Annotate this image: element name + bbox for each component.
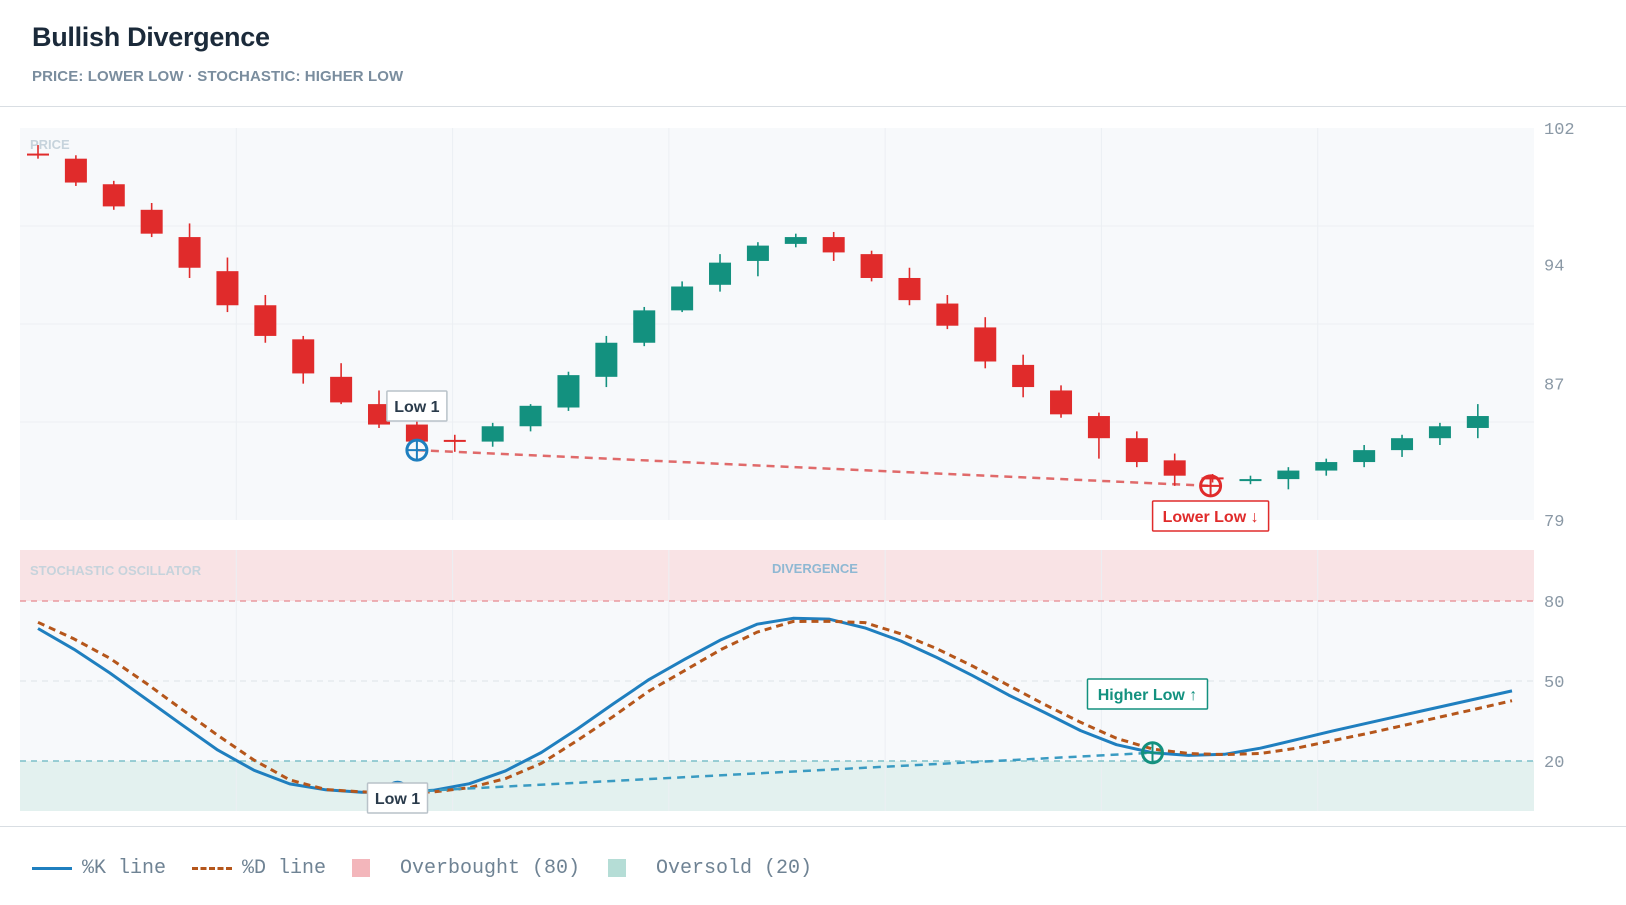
price-lowerlow-label-text: Lower Low ↓ [1163,509,1259,526]
candle-body [898,277,921,301]
candle-body [481,426,504,442]
price-low1-label-box [386,390,448,422]
divergence-zone-label: DIVERGENCE [772,561,858,576]
candle-body [822,237,845,253]
legend-label-overbought: Overbought (80) [400,856,581,880]
price-lowerlow-marker [1199,474,1223,498]
candle-body [746,245,769,261]
candle-body [936,303,959,326]
candle-body [254,305,277,336]
candle-body [102,184,125,207]
price-panel-label: PRICE [30,137,70,152]
stoch-low1-label-text: Low 1 [375,791,420,808]
candle-body [1391,438,1414,451]
candle-body [595,342,618,377]
candle-body [330,376,353,403]
candle-body [405,424,428,442]
stoch-panel-label: STOCHASTIC OSCILLATOR [30,563,202,578]
legend: %K line %D line Overbought (80) Oversold… [0,826,1626,905]
candle-body [1050,390,1073,415]
legend-label-k: %K line [82,856,167,880]
candle-body [216,271,239,306]
candle-body [1087,416,1110,439]
price-divergence-line [416,448,1213,488]
price-tick-label: 79 [1544,513,1564,532]
d-line-series [37,619,1513,795]
candle-body [1012,364,1035,388]
stoch-higherlow-label-text: Higher Low ↑ [1098,687,1198,704]
price-tick-label: 102 [1544,121,1575,140]
chart-area: PRICE STOCHASTIC OSCILLATOR DIVERGENCE 79 87… [20,121,1575,814]
price-low1-marker [405,438,429,462]
candle-body [1125,438,1148,463]
d-line-swatch [192,866,232,870]
candle-body [784,237,807,244]
candle-body [1277,470,1300,480]
candle-body [1353,450,1376,463]
candle-body [1163,460,1186,476]
legend-label-oversold: Oversold (20) [656,856,813,880]
legend-item-oversold: Oversold (20) [608,856,813,880]
chart-header: Bullish Divergence PRICE: LOWER LOW · ST… [0,0,1626,107]
stoch-higherlow-marker [1140,741,1164,765]
stoch-tick-label: 20 [1544,754,1564,773]
stoch-tick-label: 80 [1544,594,1564,613]
overbought-zone [20,550,1534,601]
overbought-swatch [352,859,370,877]
stoch-low1-label-box [366,782,429,814]
candle-body [1428,426,1451,439]
legend-item-d: %D line [192,856,327,880]
price-lowerlow-label-box [1151,500,1270,532]
oversold-zone [20,761,1534,811]
legend-item-overbought: Overbought (80) [352,856,581,880]
candle-body [178,237,201,268]
legend-item-k: %K line [32,856,167,880]
candle-body [292,339,315,374]
chart-title: Bullish Divergence [32,22,270,52]
candle-body [1466,416,1489,428]
k-line-swatch [32,866,72,870]
candle-body [709,262,732,285]
candle-body [1239,479,1262,482]
candle-body [633,310,656,343]
candle-body [27,153,49,156]
legend-label-d: %D line [242,856,327,880]
candles-group [27,145,1489,490]
chart-subtitle: PRICE: LOWER LOW · STOCHASTIC: HIGHER LO… [32,68,404,85]
candle-body [368,404,391,425]
candle-body [860,254,883,278]
candle-body [1201,477,1224,480]
stoch-tick-label: 50 [1544,674,1564,693]
candle-body [1315,462,1338,471]
oversold-swatch [608,859,626,877]
candle-body [140,209,163,234]
price-tick-label: 94 [1544,257,1564,276]
candle-body [519,405,542,427]
candle-body [557,375,580,408]
candle-body [64,158,87,183]
stoch-divergence-line [397,751,1153,794]
price-low1-label-text: Low 1 [394,399,439,416]
stoch-higherlow-label-box [1086,678,1209,710]
candle-body [974,327,997,362]
price-tick-label: 87 [1544,377,1564,396]
candle-body [443,439,466,442]
k-line-series [37,616,1513,794]
candle-body [671,286,694,311]
